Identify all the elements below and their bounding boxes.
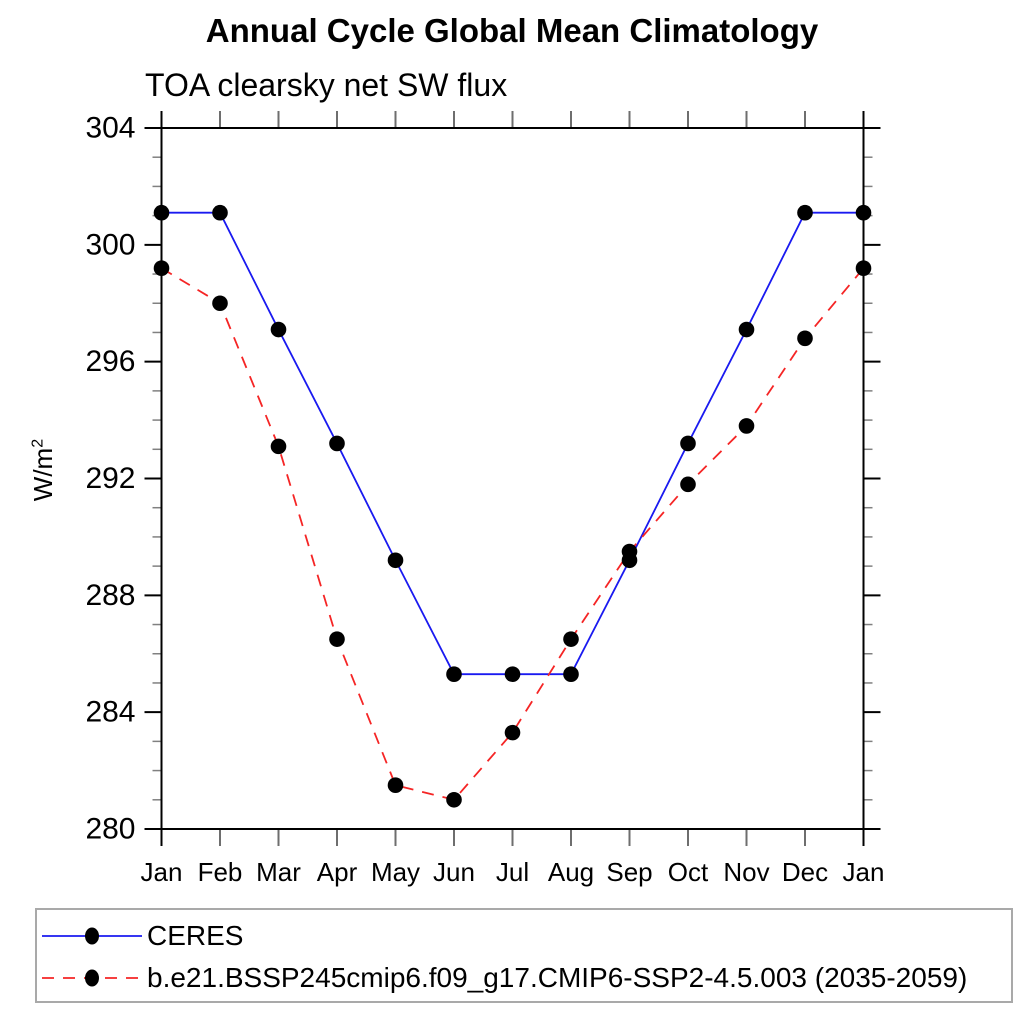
ceres-marker: [563, 666, 579, 682]
legend-label-ceres: CERES: [147, 920, 244, 951]
model-line: [161, 267, 865, 801]
ceres-marker: [680, 435, 696, 452]
chart-plot-area: 280 284 288 292 296 300 304 Jan Feb Mar Apr May Jun J…: [85, 111, 885, 887]
x-tick-label: Apr: [317, 857, 358, 887]
model-marker: [504, 724, 521, 741]
x-tick-label: Nov: [723, 857, 769, 887]
ceres-marker: [797, 204, 813, 221]
x-tick-label: Feb: [198, 857, 243, 887]
model-marker: [329, 631, 345, 647]
y-tick-label: 296: [85, 345, 135, 378]
x-tick-label: Jul: [496, 857, 529, 887]
ceres-marker: [855, 204, 872, 221]
y-tick-label: 300: [85, 228, 135, 261]
legend-sample-ceres: [42, 927, 142, 945]
x-tick-label: Dec: [782, 857, 828, 887]
y-tick-label: 280: [85, 813, 135, 846]
x-tick-label: Jan: [843, 857, 885, 887]
model-marker: [153, 260, 170, 277]
y-tick-label: 304: [85, 112, 135, 145]
legend-row-model: b.e21.BSSP245cmip6.f09_g17.CMIP6-SSP2-4.…: [41, 957, 1011, 999]
ceres-marker: [387, 552, 404, 569]
model-marker: [797, 330, 813, 347]
ceres-marker: [504, 666, 521, 682]
ceres-marker-sample: [85, 927, 99, 945]
model-marker: [387, 777, 404, 793]
chart-title: Annual Cycle Global Mean Climatology: [205, 12, 819, 49]
legend-sample-model: [42, 969, 142, 987]
x-tick-label: Oct: [668, 857, 709, 887]
legend-label-model: b.e21.BSSP245cmip6.f09_g17.CMIP6-SSP2-4.…: [147, 962, 968, 993]
model-marker: [855, 260, 872, 277]
ceres-marker: [329, 435, 345, 452]
x-tick-label: Aug: [548, 857, 594, 887]
x-tick-label: Jun: [433, 857, 475, 887]
y-tick-label: 284: [85, 696, 135, 729]
plot-frame: [160, 127, 865, 830]
x-tick-label: Mar: [256, 857, 301, 887]
y-tick-label: 288: [85, 579, 135, 612]
ceres-marker: [270, 321, 287, 338]
x-tick-label: May: [371, 857, 420, 887]
ceres-marker: [212, 204, 228, 221]
x-tick-label: Jan: [141, 857, 183, 887]
ceres-marker: [738, 321, 755, 338]
y-tick-label: 292: [85, 462, 135, 495]
model-marker: [680, 476, 696, 493]
model-marker-sample: [85, 969, 99, 987]
chart-subtitle: TOA clearsky net SW flux: [145, 67, 508, 103]
ceres-marker: [153, 204, 170, 221]
model-marker: [563, 631, 579, 647]
legend-row-ceres: CERES: [41, 915, 1011, 957]
model-marker: [212, 295, 228, 312]
model-marker: [270, 438, 287, 455]
ceres-marker: [446, 666, 462, 682]
x-tick-label: Sep: [606, 857, 652, 887]
model-marker: [621, 543, 638, 560]
legend-box: CERES b.e21.BSSP245cmip6.f09_g17.CMIP6-S…: [35, 908, 1013, 1003]
ceres-line: [161, 211, 864, 676]
model-marker: [446, 791, 462, 808]
model-marker: [738, 418, 755, 434]
